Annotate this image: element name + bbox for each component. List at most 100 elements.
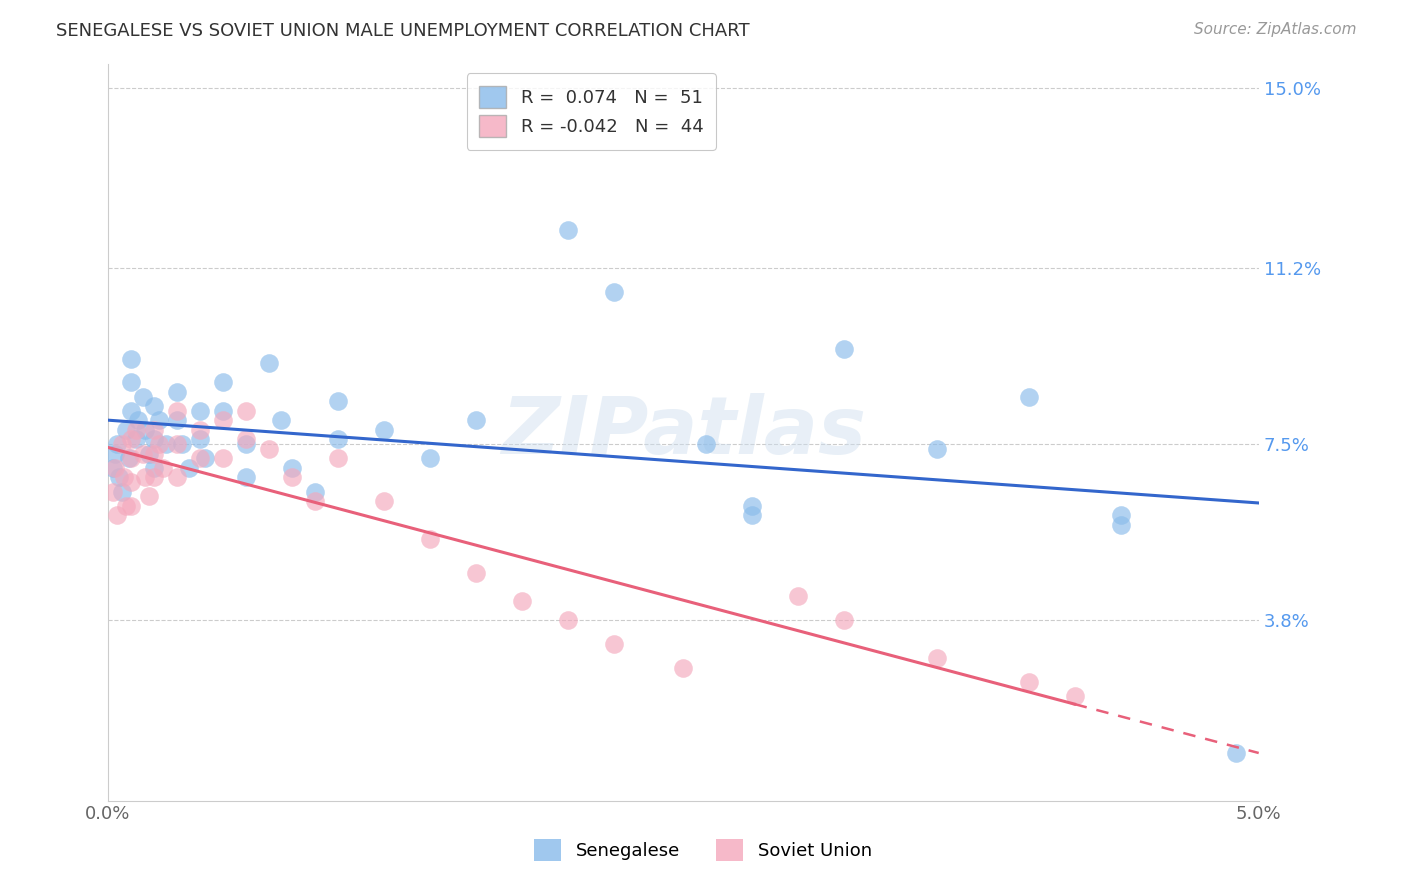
Point: [152, 461, 174, 475]
Point: [672, 660, 695, 674]
Point: [603, 637, 626, 651]
Point: [326, 451, 349, 466]
Point: [1225, 746, 1247, 760]
Point: [177, 461, 200, 475]
Point: [143, 399, 166, 413]
Point: [326, 394, 349, 409]
Point: [118, 451, 141, 466]
Point: [120, 475, 142, 490]
Point: [194, 451, 217, 466]
Point: [695, 437, 717, 451]
Point: [212, 451, 235, 466]
Point: [166, 437, 188, 451]
Point: [419, 533, 441, 547]
Point: [603, 285, 626, 300]
Point: [134, 470, 156, 484]
Point: [212, 376, 235, 390]
Point: [148, 437, 170, 451]
Point: [120, 404, 142, 418]
Point: [235, 404, 257, 418]
Point: [1018, 390, 1040, 404]
Point: [304, 484, 326, 499]
Point: [188, 433, 211, 447]
Text: Source: ZipAtlas.com: Source: ZipAtlas.com: [1194, 22, 1357, 37]
Point: [465, 413, 488, 427]
Point: [166, 404, 188, 418]
Point: [188, 451, 211, 466]
Point: [111, 437, 134, 451]
Point: [120, 499, 142, 513]
Point: [281, 470, 304, 484]
Point: [105, 437, 128, 451]
Point: [101, 461, 124, 475]
Point: [834, 613, 856, 627]
Point: [235, 437, 257, 451]
Point: [120, 351, 142, 366]
Point: [419, 451, 441, 466]
Point: [166, 384, 188, 399]
Point: [166, 470, 188, 484]
Point: [188, 404, 211, 418]
Point: [112, 470, 135, 484]
Point: [510, 594, 533, 608]
Point: [170, 437, 193, 451]
Point: [304, 494, 326, 508]
Point: [235, 433, 257, 447]
Point: [138, 490, 160, 504]
Point: [281, 461, 304, 475]
Point: [120, 433, 142, 447]
Point: [124, 433, 146, 447]
Point: [557, 223, 579, 237]
Text: ZIPatlas: ZIPatlas: [501, 393, 866, 471]
Legend: R =  0.074   N =  51, R = -0.042   N =  44: R = 0.074 N = 51, R = -0.042 N = 44: [467, 73, 716, 150]
Point: [143, 461, 166, 475]
Point: [1018, 674, 1040, 689]
Point: [134, 423, 156, 437]
Point: [557, 613, 579, 627]
Point: [925, 442, 948, 456]
Point: [373, 494, 395, 508]
Point: [143, 433, 166, 447]
Point: [166, 413, 188, 427]
Point: [1109, 508, 1132, 523]
Point: [127, 413, 149, 427]
Point: [120, 451, 142, 466]
Point: [143, 423, 166, 437]
Point: [235, 470, 257, 484]
Point: [257, 442, 280, 456]
Text: SENEGALESE VS SOVIET UNION MALE UNEMPLOYMENT CORRELATION CHART: SENEGALESE VS SOVIET UNION MALE UNEMPLOY…: [56, 22, 749, 40]
Point: [101, 484, 124, 499]
Point: [104, 461, 127, 475]
Point: [115, 499, 138, 513]
Point: [115, 423, 138, 437]
Point: [124, 423, 146, 437]
Point: [120, 376, 142, 390]
Point: [111, 484, 134, 499]
Point: [138, 447, 160, 461]
Point: [188, 423, 211, 437]
Point: [148, 413, 170, 427]
Point: [155, 437, 177, 451]
Point: [741, 508, 763, 523]
Point: [212, 413, 235, 427]
Point: [1063, 689, 1085, 703]
Point: [105, 508, 128, 523]
Point: [104, 447, 127, 461]
Point: [212, 404, 235, 418]
Point: [373, 423, 395, 437]
Point: [326, 433, 349, 447]
Point: [787, 589, 810, 603]
Point: [834, 342, 856, 356]
Point: [925, 651, 948, 665]
Legend: Senegalese, Soviet Union: Senegalese, Soviet Union: [522, 827, 884, 874]
Point: [257, 356, 280, 370]
Point: [465, 566, 488, 580]
Point: [131, 447, 153, 461]
Point: [131, 390, 153, 404]
Point: [1109, 518, 1132, 533]
Point: [143, 447, 166, 461]
Point: [741, 499, 763, 513]
Point: [270, 413, 292, 427]
Point: [143, 470, 166, 484]
Point: [108, 470, 131, 484]
